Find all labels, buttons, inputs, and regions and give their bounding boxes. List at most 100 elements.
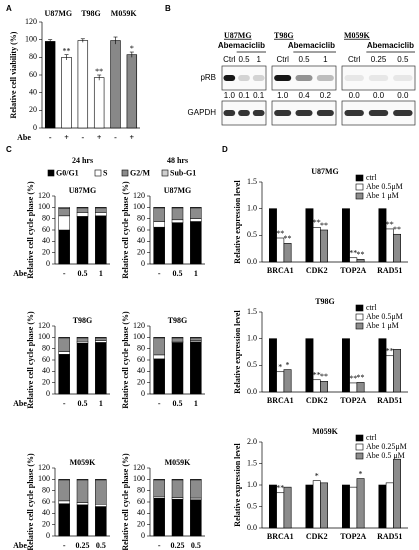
legend-swatch [355,452,364,460]
y-tick-label: 1.0 [247,333,257,342]
bar-segment [153,496,165,499]
y-tick-label: 60 [137,225,145,234]
y-tick-label: 2.0 [247,437,257,446]
y-tick-label: 60 [29,70,37,79]
bar-segment [76,502,89,506]
bar-segment [95,506,107,537]
legend-label: Abe 0.5 μM [366,451,405,460]
x-axis-label: Abe [17,133,31,142]
y-tick-label: 60 [137,497,145,506]
bar-segment [76,342,89,395]
x-tick-label: CDK2 [306,396,328,405]
x-tick-label: 1 [99,269,103,278]
x-tick-label: CDK2 [306,532,328,541]
bar-segment [190,207,202,209]
y-tick-label: 120 [133,463,145,472]
cell-line: U87MG [224,31,252,40]
legend-swatch [355,304,364,312]
band [368,110,389,116]
bar-segment [76,212,89,217]
y-tick-label: 20 [29,105,37,114]
bar-segment [58,500,70,504]
bar-segment [153,207,165,209]
bar-segment [153,479,165,481]
significance: * [286,360,290,369]
y-tick-label: 40 [137,366,145,375]
x-tick-label: 0.5 [173,269,183,278]
cell-line: M059K [344,31,371,40]
blot-frame [341,65,416,91]
band [238,110,250,116]
legend-swatch [355,322,364,330]
bar [276,492,285,529]
x-tick-label: BRCA1 [267,532,294,541]
y-axis-label: Relative cell cycle phase (%) [26,181,35,279]
bar-segment [171,207,184,221]
lane-label: Ctrl [223,55,236,64]
x-tick-label: 0.5 [78,399,88,408]
significance: * [278,363,282,372]
legend-label: S [103,168,108,177]
x-axis-label: Abe [13,269,27,278]
bar [77,40,89,129]
legend-label: Abe 1 μM [366,191,399,200]
bar [393,349,401,393]
bar-segment [190,479,202,481]
x-tick-label: BRCA1 [267,396,294,405]
y-tick-label: 1.0 [247,203,257,212]
bar-segment [153,337,165,339]
bar-segment [190,221,202,265]
y-tick-label: 40 [42,236,50,245]
x-tick-label: 1 [99,399,103,408]
x-tick-label: - [49,133,52,142]
significance: ** [276,484,284,493]
y-axis-label: Relative expression level [233,443,242,527]
bar-segment [190,337,202,341]
bar-segment [171,222,184,265]
significance: ** [63,47,71,56]
legend-label: ctrl [366,173,377,182]
y-tick-label: 80 [137,343,145,352]
significance: ** [386,347,394,356]
legend-label: Abe 0.5μM [366,312,403,321]
legend-label: G0/G1 [56,168,79,177]
y-tick-label: 80 [42,213,50,222]
legend-label: ctrl [366,303,377,312]
bar-segment [95,342,107,395]
row-label: pRB [200,73,216,82]
legend-swatch [121,169,129,177]
significance: ** [386,220,394,229]
plot-title: M059K [70,458,97,467]
band [316,75,334,81]
band [316,110,334,116]
bar-segment [58,503,70,537]
quant-label: 0.0 [397,91,409,100]
bar [320,381,328,393]
bar-segment [95,504,107,507]
quant-label: 1.0 [224,91,236,100]
significance: * [130,44,134,53]
bar-segment [76,216,89,265]
bar [320,229,328,263]
x-tick-label: - [158,269,161,278]
y-tick-label: 40 [42,508,50,517]
significance: ** [357,373,365,382]
lane-label: 0.5 [397,55,409,64]
legend-label: Abe 1 μM [366,321,399,330]
bar-segment [76,479,89,481]
bar [268,208,277,263]
significance: * [359,469,363,478]
y-tick-label: 1.0 [247,480,257,489]
bar-segment [171,497,184,500]
bar [378,484,387,529]
y-tick-label: 100 [38,474,50,483]
bar-segment [153,207,165,222]
bar [341,338,350,393]
treatment: Abemaciclib [288,41,335,50]
y-tick-label: 0 [46,531,50,540]
bar [93,77,105,129]
band [295,110,313,116]
bar-segment [95,479,107,505]
x-tick-label: - [63,541,66,550]
y-tick-label: 100 [38,332,50,341]
